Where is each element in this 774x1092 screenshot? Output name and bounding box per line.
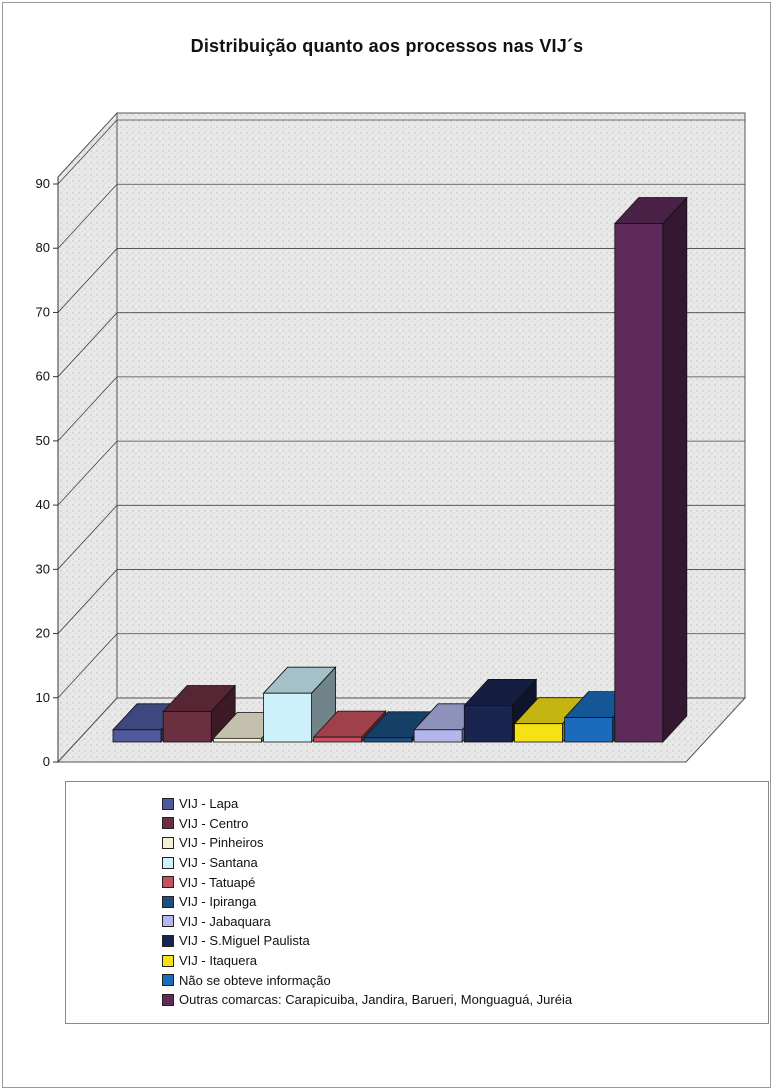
- bar-side: [662, 196, 688, 744]
- legend-swatch: [162, 993, 174, 1006]
- legend-label: Outras comarcas: Carapicuiba, Jandira, B…: [179, 992, 573, 1008]
- legend-item: VIJ - Lapa: [162, 794, 572, 814]
- legend-swatch: [162, 974, 174, 987]
- bar: [413, 729, 463, 743]
- gridline-side: [57, 633, 118, 699]
- legend-swatch: [162, 876, 174, 889]
- y-tick-label: 30: [36, 561, 50, 576]
- legend-label: VIJ - Lapa: [179, 796, 239, 812]
- y-tick-label: 10: [36, 690, 50, 705]
- legend-swatch: [162, 817, 174, 830]
- gridline-side: [57, 248, 118, 313]
- legend-item: Não se obteve informação: [162, 970, 572, 990]
- legend-item: VIJ - Tatuapé: [162, 872, 572, 892]
- legend-item: VIJ - Ipiranga: [162, 892, 572, 912]
- bar: [463, 705, 513, 743]
- legend-label: VIJ - S.Miguel Paulista: [179, 933, 310, 949]
- gridline-side: [57, 119, 118, 185]
- gridline-side: [57, 505, 118, 570]
- legend: VIJ - Lapa VIJ - Centro VIJ - Pinheiros VIJ…: [65, 781, 769, 1024]
- legend-label: VIJ - Jabaquara: [179, 913, 271, 929]
- legend-item: Outras comarcas: Carapicuiba, Jandira, B…: [162, 990, 572, 1010]
- legend-label: VIJ - Ipiranga: [179, 894, 257, 910]
- y-tick-label: 70: [36, 304, 50, 319]
- legend-swatch: [162, 836, 174, 849]
- gridline-side: [57, 569, 118, 634]
- chart-plot: 0 10 20 30 40 50 60 70 80 90: [36, 111, 747, 769]
- bar: [313, 736, 363, 743]
- gridline-side: [57, 376, 118, 442]
- bar: [363, 737, 413, 743]
- legend-swatch: [162, 797, 174, 810]
- legend-item: VIJ - Centro: [162, 814, 572, 834]
- legend-list: VIJ - Lapa VIJ - Centro VIJ - Pinheiros VIJ…: [162, 794, 572, 1010]
- legend-swatch: [162, 954, 174, 967]
- y-tick-label: 0: [43, 754, 50, 769]
- legend-label: VIJ - Pinheiros: [179, 835, 264, 851]
- legend-swatch: [162, 934, 174, 947]
- side-wall: [57, 111, 118, 764]
- gridline-side: [57, 183, 118, 249]
- legend-swatch: [162, 915, 174, 928]
- legend-label: VIJ - Itaquera: [179, 953, 258, 969]
- y-tick-label: 20: [36, 626, 50, 641]
- y-tick-label: 80: [36, 240, 50, 255]
- y-tick-label: 40: [36, 497, 50, 512]
- bar: [112, 729, 162, 743]
- y-tick-label: 90: [36, 176, 50, 191]
- bar: [263, 692, 312, 743]
- legend-label: VIJ - Tatuapé: [179, 874, 256, 890]
- y-tick-label: 50: [36, 433, 50, 448]
- bar: [212, 737, 262, 743]
- legend-item: VIJ - Jabaquara: [162, 912, 572, 932]
- legend-item: VIJ - Pinheiros: [162, 833, 572, 853]
- legend-item: VIJ - Itaquera: [162, 951, 572, 971]
- legend-label: Não se obteve informação: [179, 972, 331, 988]
- legend-item: VIJ - S.Miguel Paulista: [162, 931, 572, 951]
- legend-swatch: [162, 856, 174, 869]
- y-tick-label: 60: [36, 369, 50, 384]
- legend-swatch: [162, 895, 174, 908]
- gridline-side: [57, 312, 118, 377]
- bar: [514, 723, 563, 743]
- bar: [162, 711, 212, 743]
- legend-label: VIJ - Santana: [179, 855, 258, 871]
- legend-label: VIJ - Centro: [179, 815, 249, 831]
- chart-title: Distribuição quanto aos processos nas VI…: [190, 36, 584, 56]
- gridline-side: [57, 440, 118, 506]
- legend-item: VIJ - Santana: [162, 853, 572, 873]
- bar: [614, 223, 664, 743]
- bar: [564, 717, 614, 743]
